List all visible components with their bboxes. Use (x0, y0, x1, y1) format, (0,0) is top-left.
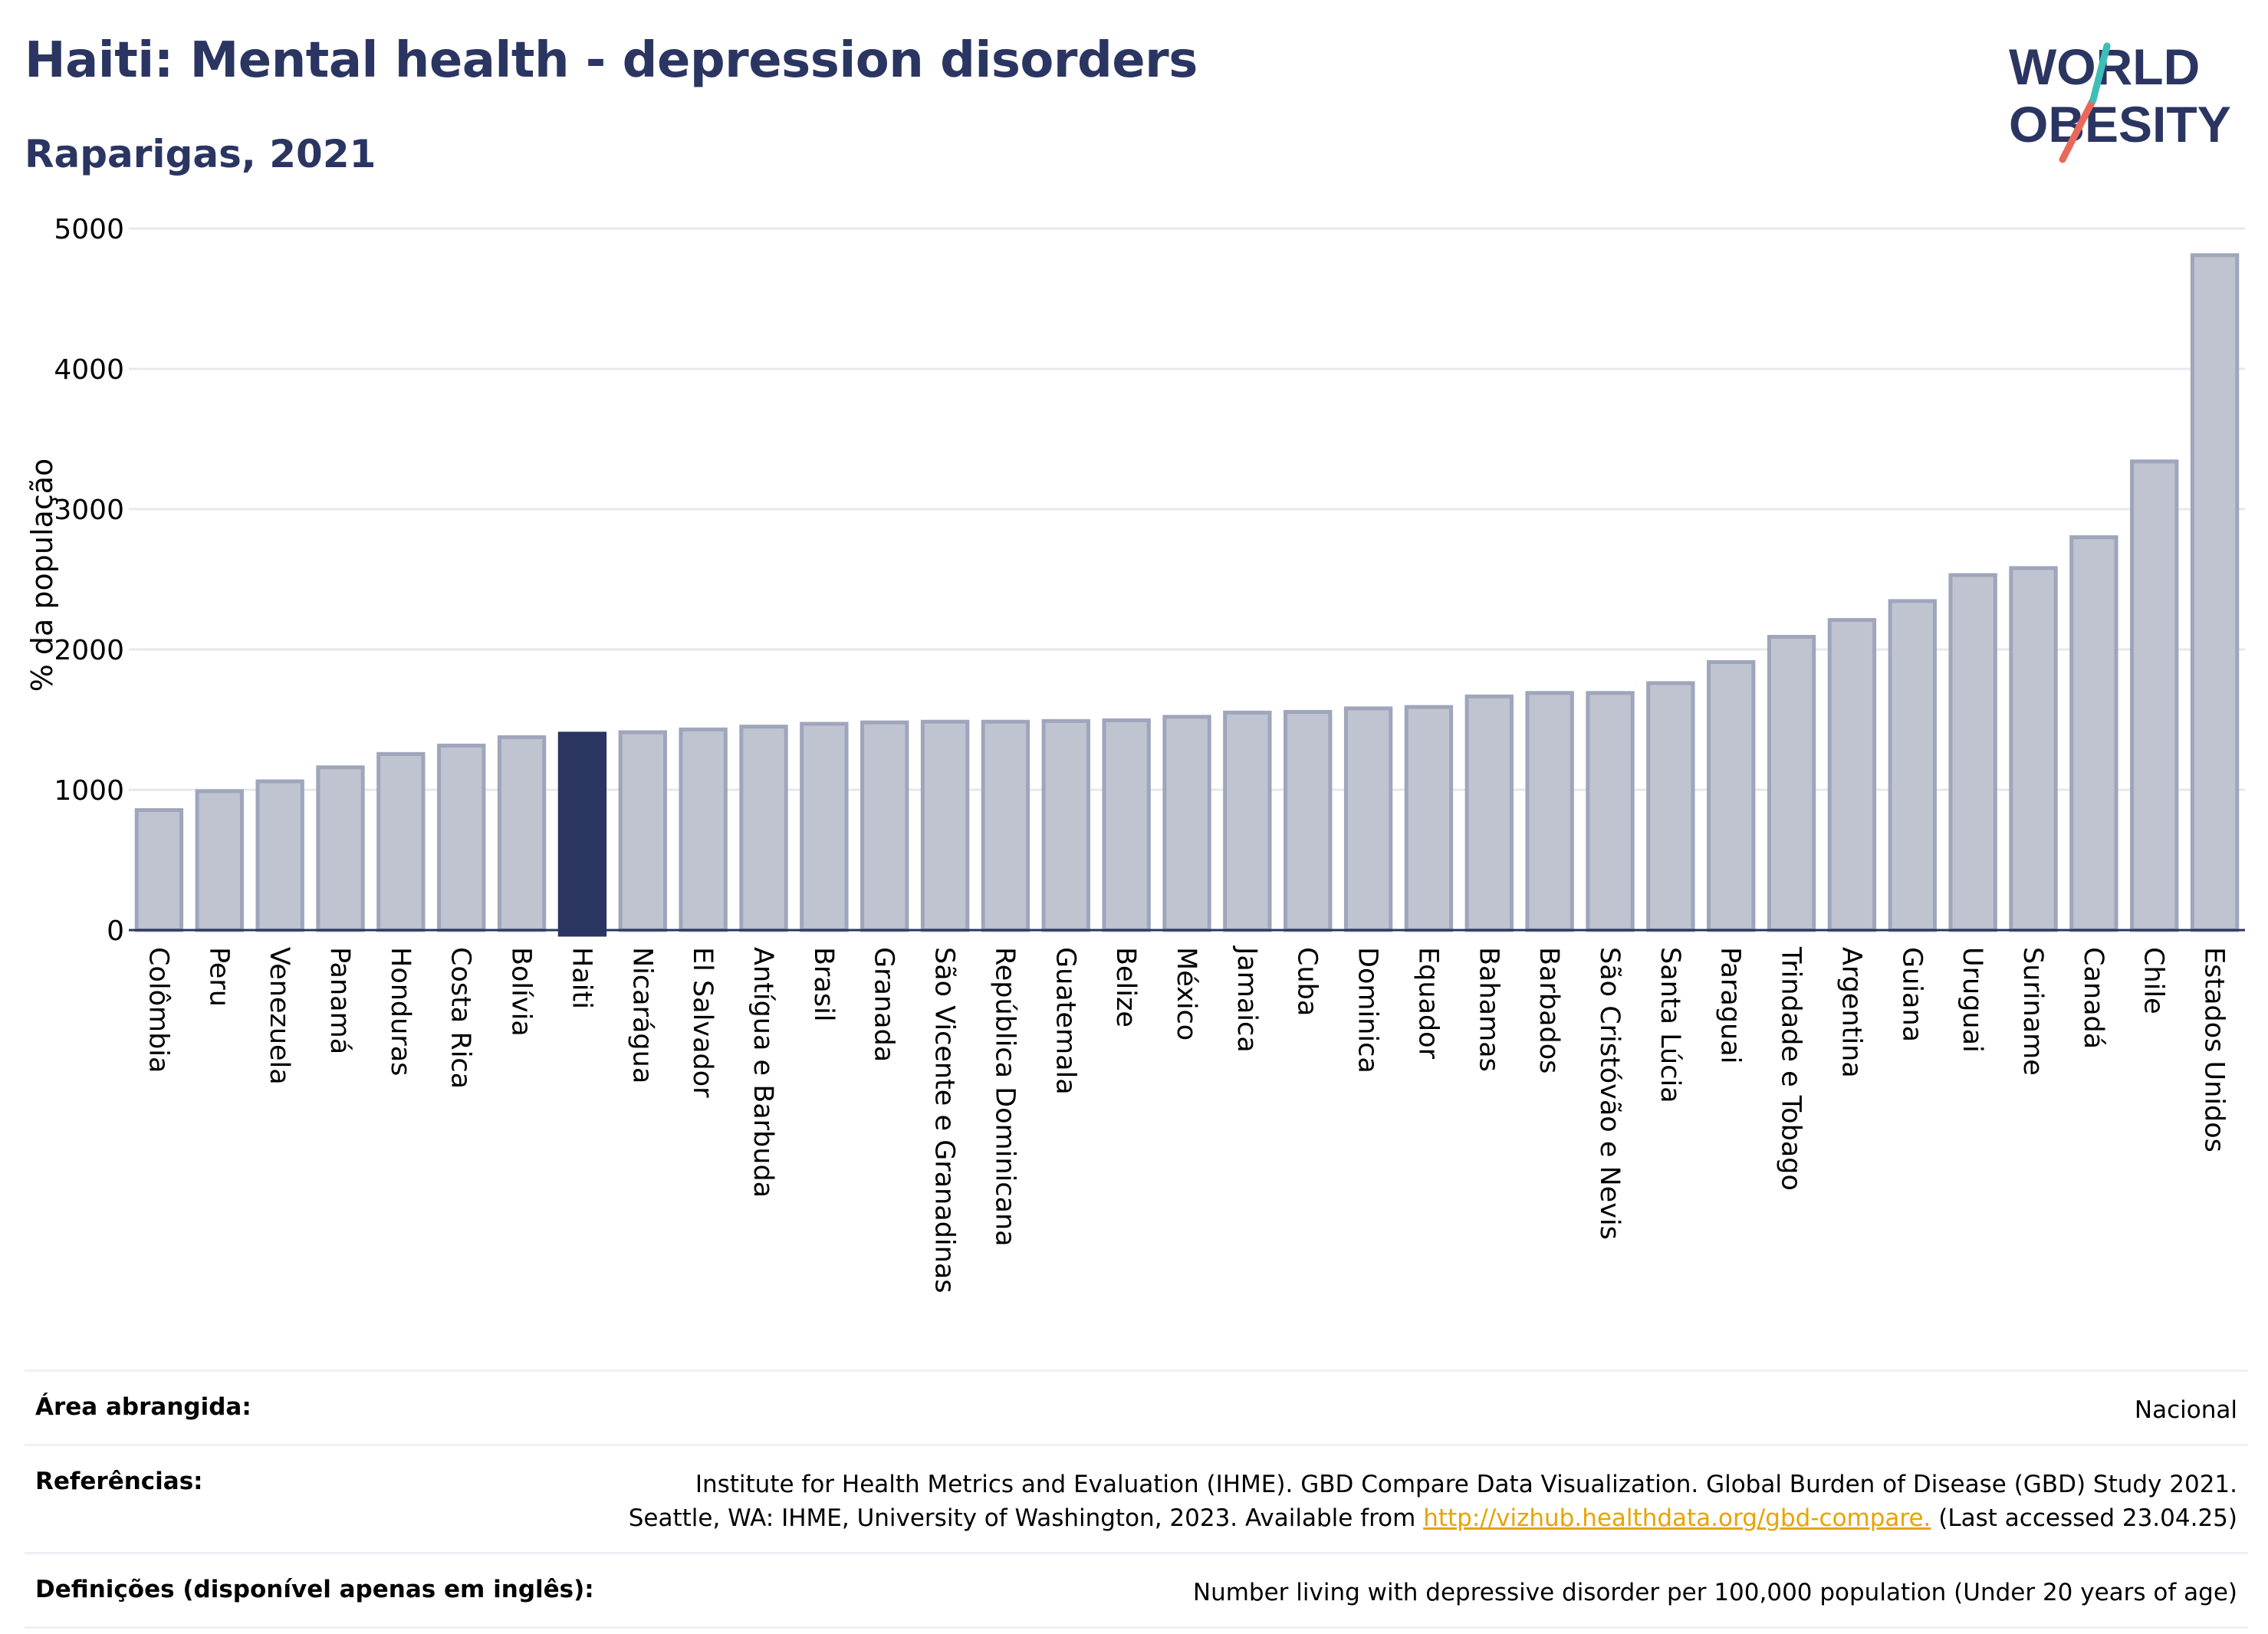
world-obesity-logo: WORLD OBESITY (2009, 38, 2231, 163)
references-line2-pre: Seattle, WA: IHME, University of Washing… (628, 1504, 1424, 1532)
x-tick-label: Santa Lúcia (1655, 947, 1685, 1103)
bar-brasil (800, 722, 849, 932)
x-tick-label: México (1171, 947, 1201, 1041)
bar-guiana (1888, 599, 1937, 932)
x-tick-label: Belize (1110, 947, 1141, 1027)
bar-méxico (1162, 715, 1211, 932)
x-axis-labels: Colômbia Peru Venezuela Panamá Honduras Costa… (143, 945, 2229, 1294)
x-tick-label: Bolívia (506, 947, 537, 1037)
bar-peru (195, 789, 244, 932)
bar-jamaica (1223, 710, 1272, 932)
x-tick-label: Nicarágua (626, 947, 657, 1083)
bar-granada (860, 720, 909, 932)
x-tick-label: Suriname (2017, 947, 2048, 1076)
bar-suriname (2009, 566, 2058, 932)
bar-haiti (557, 732, 607, 937)
x-tick-label: Peru (203, 947, 234, 1007)
x-tick-label: Equador (1412, 947, 1443, 1060)
bar-trindade-e-tobago (1767, 635, 1816, 932)
bar-costa-rica (437, 743, 486, 932)
x-tick-label: São Cristóvão e Nevis (1594, 947, 1625, 1240)
x-tick-label: El Salvador (687, 947, 718, 1098)
x-tick-label: Granada (869, 947, 899, 1062)
y-tick-label: 0 (107, 916, 124, 947)
bar-paraguai (1707, 659, 1756, 932)
bar-estados-unidos (2190, 253, 2240, 932)
x-tick-label: Cuba (1292, 947, 1323, 1016)
x-tick-label: Antígua e Barbuda (748, 947, 778, 1198)
x-tick-label: Colômbia (143, 947, 173, 1073)
footer-row-references: Referências: Institute for Health Metric… (25, 1444, 2248, 1552)
x-tick-label: Argentina (1836, 947, 1866, 1078)
chart-subtitle: Raparigas, 2021 (25, 132, 376, 176)
y-tick-label: 5000 (54, 214, 124, 245)
x-tick-label: Bahamas (1473, 947, 1504, 1072)
x-tick-label: Costa Rica (445, 947, 476, 1089)
x-tick-label: República Dominicana (989, 947, 1020, 1247)
bar-nicarágua (618, 730, 667, 932)
footer-row-area: Área abrangida: Nacional (25, 1369, 2248, 1444)
bar-são-cristóvão-e-nevis (1586, 691, 1635, 932)
bar-venezuela (255, 779, 304, 932)
bar-cuba (1284, 709, 1333, 932)
area-value: Nacional (2134, 1396, 2237, 1424)
x-tick-label: Haiti (566, 947, 597, 1009)
bar-panamá (316, 765, 365, 932)
references-label: Referências: (35, 1468, 203, 1495)
svg-text:OBESITY: OBESITY (2009, 96, 2231, 153)
bar-chile (2130, 459, 2179, 932)
bar-bahamas (1464, 694, 1514, 932)
bar-belize (1102, 718, 1151, 932)
footer-row-definitions: Definições (disponível apenas em inglês)… (25, 1552, 2248, 1629)
x-tick-label: Barbados (1533, 947, 1564, 1073)
chart-title: Haiti: Mental health - depression disord… (25, 32, 1198, 89)
x-tick-label: Honduras (385, 947, 416, 1076)
bar-uruguai (1948, 573, 1997, 932)
x-tick-label: Trindade e Tobago (1776, 946, 1806, 1191)
bar-canadá (2069, 535, 2118, 932)
x-tick-label: Dominica (1353, 947, 1383, 1073)
definitions-value: Number living with depressive disorder p… (1192, 1579, 2237, 1606)
references-line2-post: (Last accessed 23.04.25) (1931, 1504, 2237, 1532)
bar-honduras (376, 751, 426, 932)
references-value: Institute for Health Metrics and Evaluat… (629, 1468, 2237, 1535)
bar-el-salvador (679, 727, 728, 932)
bar-antígua-e-barbuda (739, 725, 788, 932)
references-link[interactable]: http://vizhub.healthdata.org/gbd-compare… (1423, 1504, 1931, 1532)
bars (134, 253, 2240, 937)
y-tick-label: 1000 (54, 775, 124, 807)
x-tick-label: Canadá (2078, 947, 2109, 1049)
x-tick-label: Guatemala (1050, 947, 1080, 1095)
bar-chart: 0 1000 2000 3000 4000 5000 % da população Col… (25, 214, 2245, 1294)
x-tick-label: Brasil (808, 947, 839, 1022)
bar-argentina (1827, 618, 1877, 932)
y-tick-label: 2000 (54, 635, 124, 666)
footer-table: Área abrangida: Nacional Referências: In… (25, 1369, 2248, 1629)
references-line1: Institute for Health Metrics and Evaluat… (695, 1471, 2237, 1498)
x-tick-label: Panamá (324, 947, 355, 1054)
y-tick-label: 4000 (54, 354, 124, 386)
x-tick-label: Venezuela (264, 947, 294, 1085)
x-tick-label: Chile (2138, 947, 2169, 1014)
bar-dominica (1343, 706, 1393, 932)
bar-equador (1404, 705, 1454, 932)
area-label: Área abrangida: (35, 1393, 251, 1421)
x-tick-label: Uruguai (1957, 947, 1987, 1053)
y-tick-label: 3000 (54, 495, 124, 526)
y-axis-ticks: 0 1000 2000 3000 4000 5000 (54, 214, 124, 947)
bar-guatemala (1041, 718, 1090, 932)
x-tick-label: Jamaica (1231, 945, 1262, 1053)
x-tick-label: São Vicente e Granadinas (929, 947, 960, 1294)
x-tick-label: Estados Unidos (2199, 947, 2230, 1152)
bar-santa-lúcia (1646, 681, 1695, 932)
bar-são-vicente-e-granadinas (920, 719, 970, 932)
x-tick-label: Paraguai (1715, 947, 1746, 1064)
bar-colômbia (134, 808, 184, 932)
y-axis-label: % da população (25, 459, 59, 692)
bar-república-dominicana (981, 719, 1030, 932)
bar-barbados (1525, 691, 1574, 932)
bar-bolívia (497, 735, 547, 932)
definitions-label: Definições (disponível apenas em inglês)… (35, 1576, 594, 1603)
x-tick-label: Guiana (1896, 947, 1927, 1042)
